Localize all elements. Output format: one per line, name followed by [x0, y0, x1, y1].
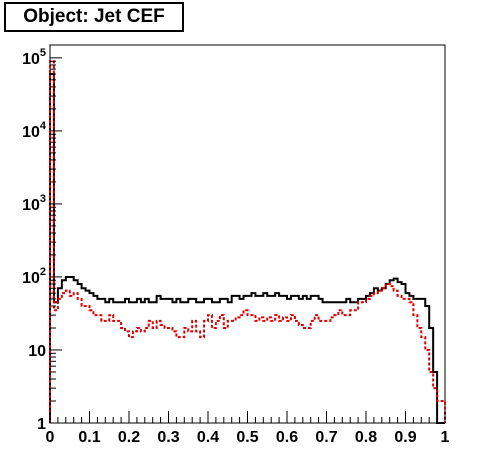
x-tick-label: 0.6 — [276, 429, 298, 446]
chart-title: Object: Jet CEF — [4, 2, 184, 32]
x-axis: 0 0.1 0.2 0.3 0.4 0.5 0.6 0.7 0.8 0.9 1 — [46, 411, 450, 446]
x-tick-label: 1 — [441, 429, 450, 446]
x-tick-label: 0.4 — [197, 429, 219, 446]
y-tick-label: 103 — [22, 193, 46, 214]
series-layer — [49, 60, 446, 424]
x-tick-label: 0.8 — [355, 429, 377, 446]
y-tick-label: 102 — [22, 266, 46, 287]
plot-frame — [49, 44, 446, 424]
x-tick-label: 0.1 — [78, 429, 100, 446]
x-tick-label: 0.9 — [394, 429, 416, 446]
y-tick-label: 10 — [28, 343, 46, 360]
x-tick-label: 0.5 — [236, 429, 258, 446]
y-tick-label: 1 — [37, 416, 46, 433]
x-tick-label: 0.3 — [157, 429, 179, 446]
histogram-series-1 — [49, 73, 445, 424]
y-tick-label: 104 — [22, 120, 47, 141]
x-tick-label: 0.2 — [118, 429, 140, 446]
y-tick-label: 105 — [22, 47, 46, 68]
histogram-series-2 — [49, 60, 446, 423]
x-tick-label: 0.7 — [315, 429, 337, 446]
x-tick-label: 0 — [46, 429, 55, 446]
y-axis: 1 10 102 103 104 105 — [22, 47, 62, 433]
